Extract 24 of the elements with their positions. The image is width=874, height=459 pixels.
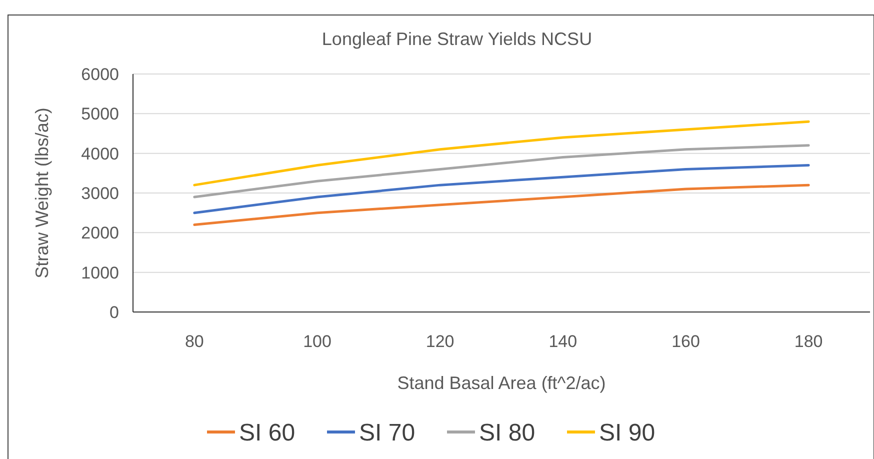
y-tick-label: 2000 <box>81 224 119 243</box>
x-tick-label: 120 <box>426 332 454 351</box>
x-tick-label: 160 <box>672 332 700 351</box>
y-tick-label: 1000 <box>81 263 119 282</box>
line-series <box>193 184 810 226</box>
y-axis-title: Straw Weight (lbs/ac) <box>32 108 52 278</box>
y-tick-label: 5000 <box>81 104 119 124</box>
x-tick-label: 140 <box>548 332 578 351</box>
y-tick-label: 4000 <box>81 144 119 164</box>
x-tick-label: 100 <box>303 332 332 351</box>
line-series <box>193 164 810 214</box>
chart-title: Longleaf Pine Straw Yields NCSU <box>322 29 592 49</box>
legend-label: SI 70 <box>359 419 416 446</box>
x-tick-label: 80 <box>184 332 204 351</box>
x-axis-title: Stand Basal Area (ft^2/ac) <box>397 373 606 393</box>
x-tick-label: 180 <box>794 332 823 351</box>
line-series <box>193 144 810 198</box>
y-tick-label: 3000 <box>81 184 119 203</box>
legend-label: SI 90 <box>599 419 656 446</box>
y-tick-label: 0 <box>110 302 119 322</box>
legend-label: SI 80 <box>479 419 536 446</box>
y-tick-label: 6000 <box>81 64 119 84</box>
legend-label: SI 60 <box>239 419 296 446</box>
line-series <box>193 120 810 186</box>
